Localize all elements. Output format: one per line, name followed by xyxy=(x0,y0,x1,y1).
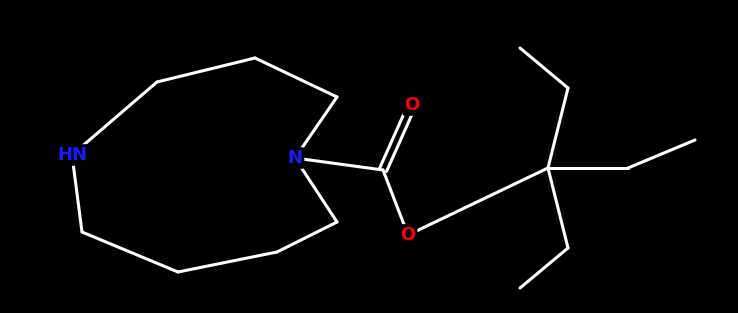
Text: O: O xyxy=(401,226,415,244)
Text: HN: HN xyxy=(57,146,87,164)
Text: N: N xyxy=(288,149,303,167)
Text: O: O xyxy=(404,96,420,114)
